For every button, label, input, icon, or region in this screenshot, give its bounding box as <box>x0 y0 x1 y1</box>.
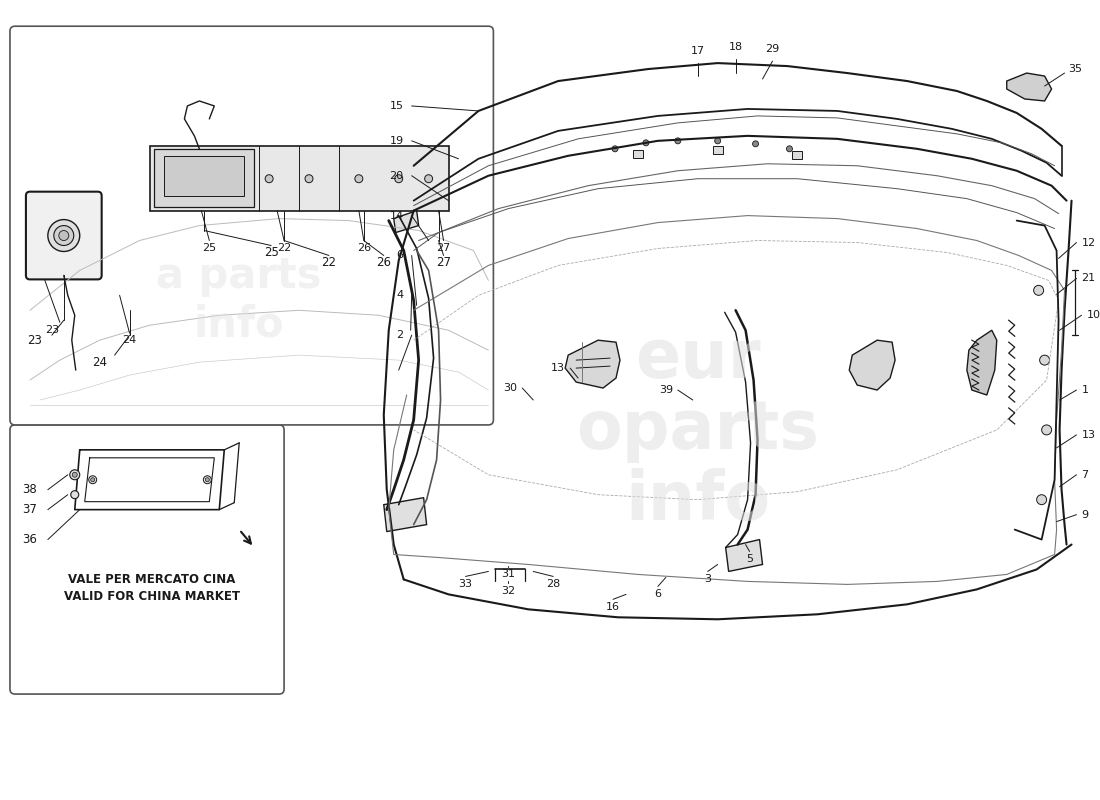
Circle shape <box>786 146 792 152</box>
Circle shape <box>89 476 97 484</box>
Text: 36: 36 <box>22 533 37 546</box>
Text: 28: 28 <box>546 579 560 590</box>
Text: 3: 3 <box>704 574 712 585</box>
Text: 22: 22 <box>277 243 292 254</box>
Text: eur
oparts
info: eur oparts info <box>576 326 820 534</box>
Text: 16: 16 <box>606 602 620 612</box>
Text: 23: 23 <box>45 326 59 335</box>
Text: 39: 39 <box>659 385 673 395</box>
Text: 9: 9 <box>1081 510 1089 520</box>
Bar <box>713 146 723 154</box>
Text: 21: 21 <box>1081 274 1096 283</box>
Circle shape <box>69 470 79 480</box>
Text: 31: 31 <box>502 570 516 579</box>
Text: 24: 24 <box>92 356 107 369</box>
Text: 37: 37 <box>22 503 37 516</box>
Text: 1: 1 <box>1081 385 1089 395</box>
Circle shape <box>305 174 314 182</box>
Text: 32: 32 <box>502 586 516 596</box>
Text: 6: 6 <box>654 590 661 599</box>
Text: 19: 19 <box>389 136 404 146</box>
Text: 15: 15 <box>389 101 404 111</box>
Bar <box>150 146 449 210</box>
Polygon shape <box>726 539 762 571</box>
Text: 35: 35 <box>1068 64 1082 74</box>
Polygon shape <box>565 340 620 388</box>
Text: 10: 10 <box>1087 310 1100 320</box>
FancyBboxPatch shape <box>26 192 101 279</box>
Polygon shape <box>849 340 895 390</box>
Text: VALE PER MERCATO CINA: VALE PER MERCATO CINA <box>68 573 235 586</box>
Circle shape <box>355 174 363 182</box>
Circle shape <box>642 140 649 146</box>
Circle shape <box>752 141 759 147</box>
FancyBboxPatch shape <box>10 425 284 694</box>
Text: 12: 12 <box>1081 238 1096 247</box>
Text: 29: 29 <box>766 44 780 54</box>
FancyBboxPatch shape <box>10 26 494 425</box>
Circle shape <box>54 226 74 246</box>
Circle shape <box>1042 425 1052 435</box>
Bar <box>165 156 244 196</box>
Circle shape <box>1034 286 1044 295</box>
Text: 24: 24 <box>122 335 136 345</box>
Circle shape <box>715 138 720 144</box>
Circle shape <box>204 476 211 484</box>
Text: 17: 17 <box>691 46 705 56</box>
Circle shape <box>73 472 77 478</box>
Text: 18: 18 <box>728 42 743 52</box>
Text: 27: 27 <box>436 256 451 269</box>
Circle shape <box>612 146 618 152</box>
Text: 13: 13 <box>551 363 565 373</box>
Text: 27: 27 <box>437 243 451 254</box>
Circle shape <box>70 490 79 498</box>
Text: 22: 22 <box>321 256 337 269</box>
Polygon shape <box>1006 73 1052 101</box>
Text: 7: 7 <box>1081 470 1089 480</box>
Circle shape <box>1040 355 1049 365</box>
Polygon shape <box>967 330 997 395</box>
Text: 14: 14 <box>389 210 404 221</box>
Circle shape <box>395 174 403 182</box>
Text: 4: 4 <box>397 290 404 300</box>
Text: 25: 25 <box>202 243 217 254</box>
Text: 5: 5 <box>746 554 754 565</box>
Text: 25: 25 <box>264 246 278 259</box>
Text: VALID FOR CHINA MARKET: VALID FOR CHINA MARKET <box>64 590 240 603</box>
Text: 13: 13 <box>1081 430 1096 440</box>
Circle shape <box>425 174 432 182</box>
Circle shape <box>90 478 95 482</box>
Text: 26: 26 <box>376 256 392 269</box>
Text: 23: 23 <box>28 334 42 346</box>
Bar <box>632 150 642 158</box>
Text: 20: 20 <box>389 170 404 181</box>
Text: a parts
info: a parts info <box>156 255 322 346</box>
Polygon shape <box>394 210 419 233</box>
Circle shape <box>47 219 79 251</box>
Circle shape <box>58 230 69 241</box>
Circle shape <box>1036 494 1046 505</box>
Polygon shape <box>384 498 427 531</box>
Circle shape <box>674 138 681 144</box>
Circle shape <box>265 174 273 182</box>
Text: 38: 38 <box>22 483 37 496</box>
Text: 2: 2 <box>397 330 404 340</box>
Text: 33: 33 <box>459 579 473 590</box>
Text: 30: 30 <box>504 383 517 393</box>
Bar <box>792 151 802 158</box>
Circle shape <box>206 478 209 482</box>
Text: 6: 6 <box>397 250 404 261</box>
Bar <box>154 149 254 206</box>
Text: 26: 26 <box>356 243 371 254</box>
